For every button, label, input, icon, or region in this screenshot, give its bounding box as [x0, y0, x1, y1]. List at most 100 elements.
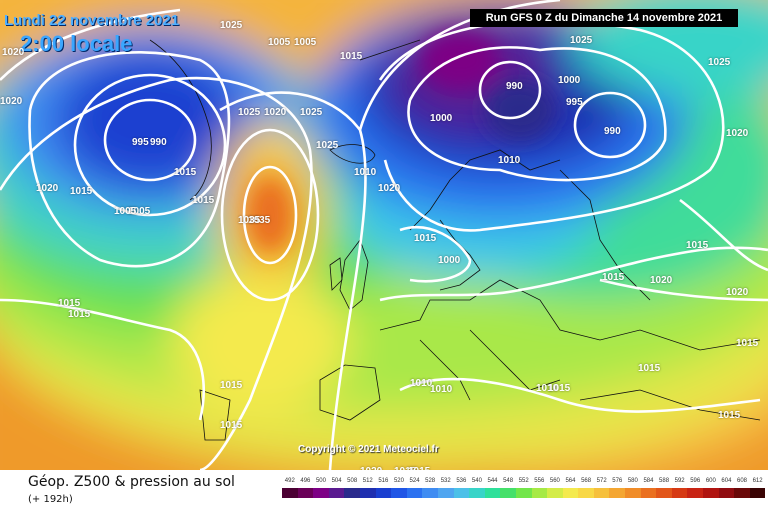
isobar-label: 1010 [536, 383, 559, 394]
isobar-label: 1020 [360, 466, 382, 470]
scale-swatch [734, 488, 750, 498]
isobar-label: 1015 [686, 240, 709, 251]
isobar-label: 995 [566, 97, 583, 108]
scale-cell: 540 [469, 478, 485, 498]
scale-cell: 576 [609, 478, 626, 498]
isobar-label: 1000 [438, 255, 461, 266]
scale-cell: 596 [687, 478, 704, 498]
scale-cell: 504 [328, 478, 345, 498]
scale-cell: 600 [703, 478, 719, 498]
geopotential-core [250, 30, 555, 250]
scale-swatch [718, 488, 735, 498]
isobar-label: 995 [132, 137, 149, 148]
coastlines [149, 39, 761, 441]
isobar-label: 1015 [58, 298, 81, 309]
scale-swatch [297, 488, 314, 498]
scale-cell: 564 [562, 478, 579, 498]
product-title: Géop. Z500 & pression au sol [28, 474, 235, 490]
isobar-label: 1015 [220, 380, 243, 391]
scale-swatch [547, 488, 563, 498]
isobar-label: 1015 [408, 466, 430, 470]
scale-cell: 608 [734, 478, 750, 498]
scale-cell: 592 [671, 478, 688, 498]
scale-swatch [609, 488, 626, 498]
scale-label: 592 [674, 478, 685, 484]
scale-cell: 612 [749, 478, 766, 498]
scale-swatch [406, 488, 423, 498]
isobar-label: 1005 [128, 206, 151, 217]
isobar-label: 1025 [316, 140, 339, 151]
scale-swatch [453, 488, 470, 498]
scale-swatch [282, 488, 298, 498]
isobar-label: 1015 [174, 167, 197, 178]
forecast-date: Lundi 22 novembre 2021 [4, 12, 180, 29]
scale-swatch [578, 488, 594, 498]
isobar-label: 1035 [248, 215, 271, 226]
isobar-label: 1015 [70, 186, 93, 197]
isobar-label: 1015 [548, 383, 571, 394]
isobar-label: 990 [506, 81, 523, 92]
scale-label: 596 [690, 478, 701, 484]
scale-cell: 528 [422, 478, 438, 498]
scale-swatch [640, 488, 657, 498]
scale-cell: 496 [297, 478, 314, 498]
isobar-label: 1020 [726, 287, 749, 298]
scale-swatch [391, 488, 407, 498]
scale-label: 600 [705, 478, 716, 484]
scale-label: 556 [534, 478, 545, 484]
scale-label: 564 [565, 478, 576, 484]
isobar-label: 1015 [192, 195, 215, 206]
isobar-label: 1020 [2, 47, 25, 58]
scale-swatch [313, 488, 329, 498]
scale-label: 584 [643, 478, 654, 484]
scale-swatch [656, 488, 672, 498]
scale-swatch [344, 488, 360, 498]
scale-swatch [375, 488, 392, 498]
scale-label: 500 [315, 478, 326, 484]
scale-cell: 544 [484, 478, 501, 498]
isobar-label: 1015 [736, 338, 759, 349]
forecast-time: 2:00 locale [20, 31, 133, 56]
isobar-label: 1015 [340, 51, 363, 62]
isobar-label: 1020 [264, 107, 287, 118]
isobar-label: 990 [604, 126, 621, 137]
scale-label: 528 [425, 478, 436, 484]
isobar-label: 1015 [68, 309, 91, 320]
scale-label: 576 [612, 478, 623, 484]
scale-label: 508 [347, 478, 358, 484]
isobar-label: 1025 [300, 107, 323, 118]
scale-label: 524 [409, 478, 420, 484]
legend-bar: Géop. Z500 & pression au sol (+ 192h) 49… [0, 470, 768, 512]
scale-swatch [469, 488, 485, 498]
scale-cell: 548 [500, 478, 516, 498]
scale-cell: 572 [593, 478, 610, 498]
scale-label: 504 [331, 478, 342, 484]
scale-label: 560 [549, 478, 560, 484]
scale-cell: 604 [718, 478, 735, 498]
scale-swatch [422, 488, 438, 498]
map-graphic [0, 0, 768, 470]
scale-label: 520 [393, 478, 404, 484]
scale-cell: 512 [359, 478, 376, 498]
scale-label: 496 [300, 478, 311, 484]
scale-cell: 568 [578, 478, 594, 498]
isobar-label: 1010 [498, 155, 521, 166]
isobar-label: 1020 [36, 183, 59, 194]
scale-label: 604 [721, 478, 732, 484]
scale-label: 516 [378, 478, 389, 484]
scale-label: 540 [471, 478, 482, 484]
isobar-label: 1010 [410, 378, 433, 389]
isobar-label: 1020 [726, 128, 749, 139]
color-scale: 492 496 500 504 508 512 516 520 524 528 532 536 540 5… [282, 478, 766, 498]
isobar-label: 1015 [638, 363, 661, 374]
isobar-label: 1015 [602, 272, 625, 283]
forecast-hours: (+ 192h) [28, 494, 73, 505]
scale-cell: 552 [515, 478, 532, 498]
isobar-label: 1015 [220, 420, 243, 431]
isobar-label: 1025 [570, 35, 593, 46]
copyright: Copyright © 2021 Meteociel.fr [298, 444, 439, 455]
scale-cell: 520 [391, 478, 407, 498]
scale-label: 492 [284, 478, 295, 484]
scale-cell: 508 [344, 478, 360, 498]
isobar-label: 1020 [378, 183, 401, 194]
